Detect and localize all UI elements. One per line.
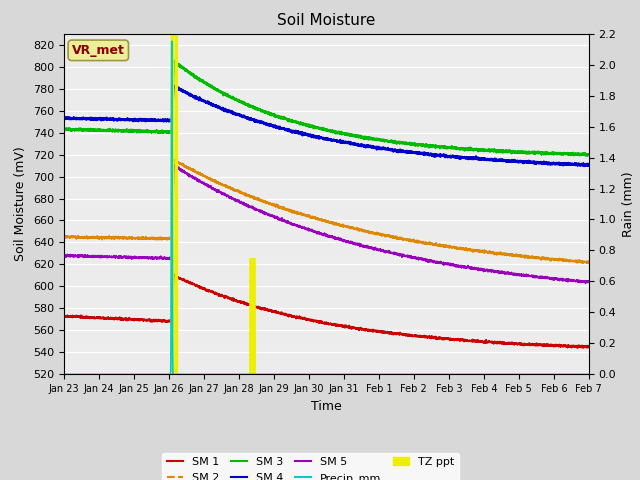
Legend: SM 1, SM 2, SM 3, SM 4, SM 5, Precip_mm, TZ ppt: SM 1, SM 2, SM 3, SM 4, SM 5, Precip_mm,… [163, 453, 459, 480]
Y-axis label: Rain (mm): Rain (mm) [622, 171, 635, 237]
X-axis label: Time: Time [311, 400, 342, 413]
Text: VR_met: VR_met [72, 44, 125, 57]
Y-axis label: Soil Moisture (mV): Soil Moisture (mV) [15, 146, 28, 262]
Title: Soil Moisture: Soil Moisture [277, 13, 376, 28]
